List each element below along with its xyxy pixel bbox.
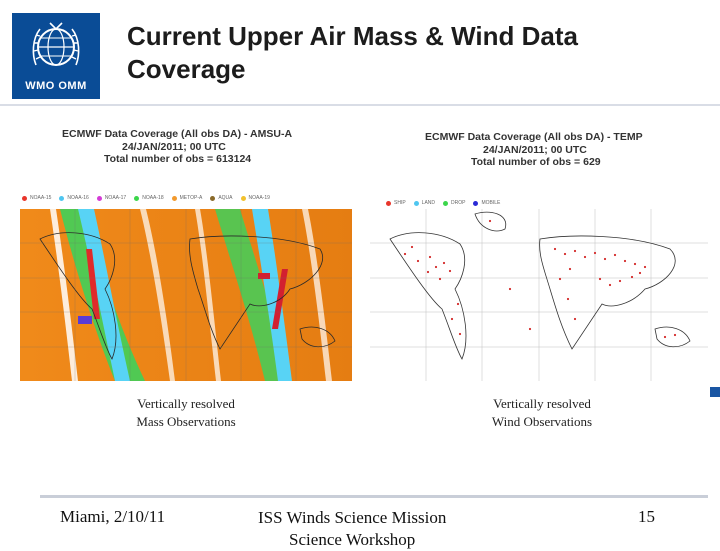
left-panel-header: ECMWF Data Coverage (All obs DA) - AMSU-… <box>62 128 362 166</box>
right-header-line-1: ECMWF Data Coverage (All obs DA) - TEMP <box>425 131 643 143</box>
right-header-line-2: 24/JAN/2011; 00 UTC <box>483 143 587 156</box>
legend-dot-icon <box>59 195 65 201</box>
legend-label: NOAA-16 <box>67 195 89 201</box>
legend-label: NOAA-15 <box>30 195 52 201</box>
left-legend: NOAA-15 NOAA-16 NOAA-17 NOAA-18 METOP-A … <box>22 195 278 201</box>
footer-divider <box>40 495 708 498</box>
title-line-1: Current Upper Air Mass & Wind Data <box>127 21 578 51</box>
right-header-line-3: Total number of obs = 629 <box>471 156 601 168</box>
temp-coverage-map <box>370 209 708 381</box>
globe-emblem-icon <box>32 22 80 66</box>
wmo-logo: WMO OMM <box>12 13 100 99</box>
legend-label: METOP-A <box>179 195 203 201</box>
legend-item: NOAA-16 <box>59 195 89 201</box>
legend-item: METOP-A <box>171 195 203 201</box>
legend-dot-icon <box>171 195 177 201</box>
legend-dot-icon <box>240 195 246 201</box>
legend-item: NOAA-19 <box>240 195 270 201</box>
legend-dot-icon <box>210 195 216 201</box>
left-caption-line-2: Mass Observations <box>136 414 236 429</box>
legend-dot-icon <box>96 195 102 201</box>
legend-item: LAND <box>413 200 436 206</box>
legend-label: SHIP <box>394 200 406 206</box>
legend-dot-icon <box>134 195 140 201</box>
left-header-line-1: ECMWF Data Coverage (All obs DA) - AMSU-… <box>62 128 293 140</box>
legend-label: NOAA-18 <box>142 195 164 201</box>
right-caption: Vertically resolved Wind Observations <box>452 395 632 431</box>
legend-dot-icon <box>386 200 391 206</box>
left-header-line-2: 24/JAN/2011; 00 UTC <box>122 140 226 153</box>
left-caption: Vertically resolved Mass Observations <box>96 395 276 431</box>
page-number: 15 <box>638 507 655 526</box>
footer-event-line-2: Science Workshop <box>289 530 416 549</box>
footer-event: ISS Winds Science Mission Science Worksh… <box>258 507 446 551</box>
legend-label: DROP <box>451 200 466 206</box>
legend-dot-icon <box>473 200 479 206</box>
amsu-a-coverage-map <box>20 209 352 381</box>
slide-title: Current Upper Air Mass & Wind Data Cover… <box>127 20 687 86</box>
right-legend: SHIP LAND DROP MOBILE <box>386 200 508 206</box>
legend-label: MOBILE <box>481 200 501 206</box>
legend-item: AQUA <box>210 195 233 201</box>
header-divider <box>0 104 720 106</box>
legend-item: SHIP <box>386 200 406 206</box>
right-panel-header: ECMWF Data Coverage (All obs DA) - TEMP … <box>425 131 715 169</box>
legend-dot-icon <box>22 195 27 201</box>
edge-marker <box>710 387 720 397</box>
logo-text: WMO OMM <box>25 80 87 92</box>
legend-label: AQUA <box>218 195 233 201</box>
legend-item: DROP <box>443 200 465 206</box>
left-header-line-3: Total number of obs = 613124 <box>104 153 252 165</box>
footer-event-line-1: ISS Winds Science Mission <box>258 508 447 527</box>
legend-item: NOAA-15 <box>22 195 51 201</box>
right-caption-line-2: Wind Observations <box>491 414 593 429</box>
legend-label: NOAA-17 <box>104 195 127 201</box>
footer-location-date: Miami, 2/10/11 <box>60 507 166 526</box>
legend-dot-icon <box>443 200 449 206</box>
left-caption-line-1: Vertically resolved <box>137 396 235 411</box>
legend-dot-icon <box>413 200 419 206</box>
right-caption-line-1: Vertically resolved <box>493 396 591 411</box>
legend-label: NOAA-19 <box>248 195 270 201</box>
legend-label: LAND <box>421 200 436 206</box>
legend-item: NOAA-17 <box>96 195 127 201</box>
legend-item: MOBILE <box>473 200 500 206</box>
title-line-2: Coverage <box>127 54 246 84</box>
legend-item: NOAA-18 <box>134 195 164 201</box>
